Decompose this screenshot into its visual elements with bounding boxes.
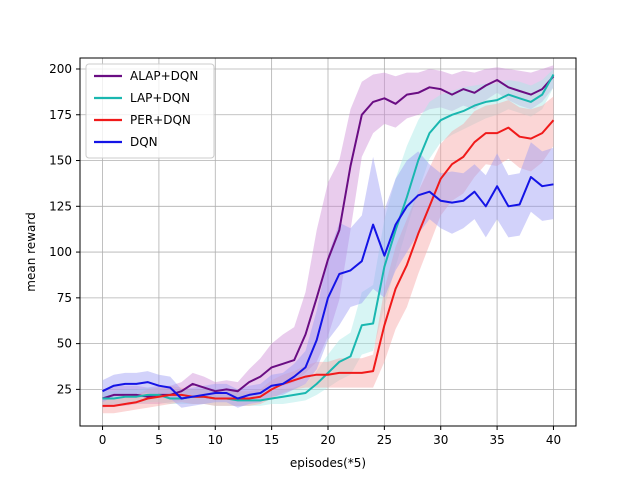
legend: ALAP+DQN LAP+DQN PER+DQN DQN: [85, 63, 215, 159]
y-axis-label: mean reward: [24, 212, 38, 291]
legend-label-per-dqn: PER+DQN: [130, 113, 191, 127]
x-tick-label: 35: [489, 433, 504, 447]
confidence-bands: [102, 65, 554, 414]
legend-label-alap-dqn: ALAP+DQN: [130, 69, 198, 83]
series-line-alap-dqn: [102, 75, 555, 400]
y-axis-ticks: 25 50 75 100 125 150 175 200: [49, 62, 80, 396]
y-tick-label: 25: [57, 382, 72, 396]
x-tick-label: 0: [99, 433, 107, 447]
band-alap-dqn: [102, 65, 554, 408]
series-line-dqn: [102, 176, 554, 400]
legend-label-lap-dqn: LAP+DQN: [130, 91, 190, 105]
x-tick-label: 15: [264, 433, 279, 447]
legend-label-dqn: DQN: [130, 135, 158, 149]
y-tick-label: 50: [57, 337, 72, 351]
series-lines: [102, 74, 555, 407]
series-line-lap-dqn: [102, 74, 555, 402]
legend-box: [85, 63, 215, 159]
band-per-dqn: [102, 96, 554, 414]
x-tick-label: 20: [320, 433, 335, 447]
band-dqn: [102, 142, 554, 408]
band-lap-dqn: [102, 69, 554, 406]
y-tick-label: 75: [57, 291, 72, 305]
y-tick-label: 200: [49, 62, 72, 76]
x-tick-label: 5: [155, 433, 163, 447]
x-axis-ticks: 0 5 10 15 20 25 30 35 40: [99, 426, 561, 447]
x-axis-label: episodes(*5): [290, 456, 366, 470]
y-tick-label: 175: [49, 108, 72, 122]
y-tick-label: 125: [49, 199, 72, 213]
y-tick-label: 150: [49, 154, 72, 168]
x-tick-label: 10: [208, 433, 223, 447]
y-tick-label: 100: [49, 245, 72, 259]
x-tick-label: 25: [377, 433, 392, 447]
x-tick-label: 40: [546, 433, 561, 447]
x-tick-label: 30: [433, 433, 448, 447]
